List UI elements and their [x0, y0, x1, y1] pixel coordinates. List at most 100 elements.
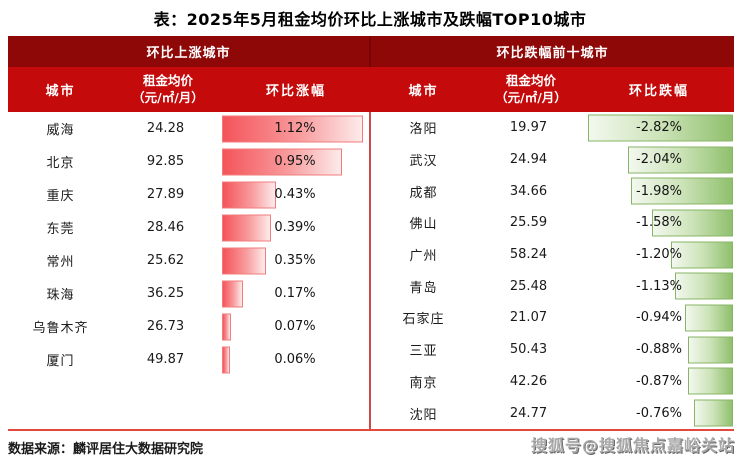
decrease-bar	[687, 336, 733, 364]
table-row: 南京 42.26 -0.87%	[371, 366, 734, 398]
right-col-header-price-line2: （元/㎡/月）	[495, 89, 567, 105]
change-percent-label: -2.82%	[636, 120, 682, 136]
city-cell: 洛阳	[409, 122, 438, 138]
change-percent-label: 0.43%	[274, 187, 316, 202]
change-percent-label: -2.04%	[636, 152, 682, 168]
left-column-headers: 城市 租金均价 （元/㎡/月） 环比涨幅	[8, 67, 371, 112]
panel-title-band: 环比上涨城市 环比跌幅前十城市	[8, 36, 734, 67]
price-cell: 21.07	[509, 310, 548, 326]
right-col-header-price-line1: 租金均价	[505, 72, 556, 88]
left-panel-title: 环比上涨城市	[8, 36, 371, 67]
city-cell: 珠海	[46, 288, 75, 303]
decrease-bar	[631, 177, 733, 205]
change-percent-label: -1.58%	[636, 215, 682, 231]
increase-bar	[222, 280, 244, 307]
right-col-header-price: 租金均价 （元/㎡/月）	[476, 67, 586, 112]
increase-bar	[222, 313, 231, 340]
table-row: 洛阳 19.97 -2.82%	[371, 112, 734, 144]
change-percent-label: 0.17%	[274, 286, 316, 301]
table-row: 常州 25.62 0.35%	[8, 244, 369, 277]
increase-bar	[222, 148, 342, 175]
city-cell: 乌鲁木齐	[32, 321, 89, 336]
table-row: 广州 58.24 -1.20%	[371, 239, 734, 271]
increase-bar	[222, 214, 272, 241]
price-cell: 24.94	[509, 152, 548, 168]
price-cell: 36.25	[146, 286, 185, 301]
table-row: 武汉 24.94 -2.04%	[371, 144, 734, 176]
right-column-headers: 城市 租金均价 （元/㎡/月） 环比跌幅	[371, 67, 734, 112]
city-cell: 青岛	[409, 280, 438, 296]
data-source-note: 数据来源：麟评居住大数据研究院	[8, 442, 204, 457]
table-body: 威海 24.28 1.12% 北京 92.85 0.95% 重庆 27.89 0…	[8, 112, 734, 429]
decrease-bar	[688, 367, 733, 395]
change-percent-label: -1.20%	[636, 247, 682, 263]
change-percent-label: -1.98%	[636, 183, 682, 199]
change-percent-label: 0.06%	[274, 352, 316, 367]
price-cell: 24.77	[509, 405, 548, 421]
city-cell: 东莞	[46, 222, 75, 237]
price-cell: 28.46	[146, 220, 185, 235]
change-percent-label: 0.95%	[274, 154, 316, 169]
page-title: 表：2025年5月租金均价环比上涨城市及跌幅TOP10城市	[153, 10, 587, 29]
city-cell: 沈阳	[409, 407, 438, 423]
change-percent-label: -0.94%	[636, 310, 682, 326]
decrease-bar	[588, 114, 733, 142]
table-row: 东莞 28.46 0.39%	[8, 211, 369, 244]
table-row: 石家庄 21.07 -0.94%	[371, 302, 734, 334]
decrease-bar	[684, 304, 733, 332]
price-cell: 25.48	[509, 278, 548, 294]
price-cell: 49.87	[146, 352, 185, 367]
price-cell: 24.28	[146, 121, 185, 136]
city-cell: 重庆	[46, 189, 75, 204]
table-row: 青岛 25.48 -1.13%	[371, 270, 734, 302]
right-col-header-city: 城市	[408, 84, 439, 99]
table-row: 沈阳 24.77 -0.76%	[371, 397, 734, 429]
price-cell: 92.85	[146, 154, 185, 169]
city-cell: 常州	[46, 255, 75, 270]
price-cell: 25.59	[509, 215, 548, 231]
change-percent-label: 0.35%	[274, 253, 316, 268]
sohu-watermark: 搜狐号@搜狐焦点嘉峪关站	[530, 436, 735, 455]
table-row: 厦门 49.87 0.06%	[8, 343, 369, 376]
right-panel-title: 环比跌幅前十城市	[496, 46, 609, 61]
city-cell: 南京	[409, 375, 438, 391]
increase-bar	[222, 115, 364, 142]
rent-change-table: 环比上涨城市 环比跌幅前十城市 城市 租金均价 （元/㎡/月） 环比涨幅 城市 …	[8, 36, 734, 431]
table-row: 北京 92.85 0.95%	[8, 145, 369, 178]
table-row: 三亚 50.43 -0.88%	[371, 334, 734, 366]
column-header-band: 城市 租金均价 （元/㎡/月） 环比涨幅 城市 租金均价 （元/㎡/月） 环比跌…	[8, 67, 734, 112]
change-percent-label: 0.07%	[274, 319, 316, 334]
city-cell: 成都	[409, 185, 438, 201]
city-cell: 广州	[409, 249, 438, 265]
change-percent-label: -0.76%	[636, 405, 682, 421]
increase-bar	[222, 346, 230, 373]
price-cell: 42.26	[509, 373, 548, 389]
table-row: 成都 34.66 -1.98%	[371, 175, 734, 207]
city-cell: 北京	[46, 156, 75, 171]
left-col-header-city: 城市	[45, 84, 76, 99]
table-row: 乌鲁木齐 26.73 0.07%	[8, 310, 369, 343]
city-cell: 佛山	[409, 217, 438, 233]
change-percent-label: 0.39%	[274, 220, 316, 235]
left-col-header-change: 环比涨幅	[265, 84, 326, 99]
price-cell: 34.66	[509, 183, 548, 199]
price-cell: 50.43	[509, 342, 548, 358]
city-cell: 三亚	[409, 344, 438, 360]
change-percent-label: 1.12%	[274, 121, 316, 136]
decrease-bar	[674, 272, 733, 300]
increase-bar	[222, 181, 277, 208]
table-row: 珠海 36.25 0.17%	[8, 277, 369, 310]
decrease-bar	[651, 209, 733, 237]
city-cell: 威海	[46, 123, 75, 138]
falling-cities-rows: 洛阳 19.97 -2.82% 武汉 24.94 -2.04% 成都 34.66…	[371, 112, 734, 429]
table-row: 佛山 25.59 -1.58%	[371, 207, 734, 239]
table-row: 威海 24.28 1.12%	[8, 112, 369, 145]
change-percent-label: -1.13%	[636, 278, 682, 294]
decrease-bar	[693, 399, 733, 427]
decrease-bar	[671, 241, 733, 269]
price-cell: 26.73	[146, 319, 185, 334]
price-cell: 19.97	[509, 120, 548, 136]
right-col-header-change: 环比跌幅	[628, 84, 689, 99]
price-cell: 27.89	[146, 187, 185, 202]
